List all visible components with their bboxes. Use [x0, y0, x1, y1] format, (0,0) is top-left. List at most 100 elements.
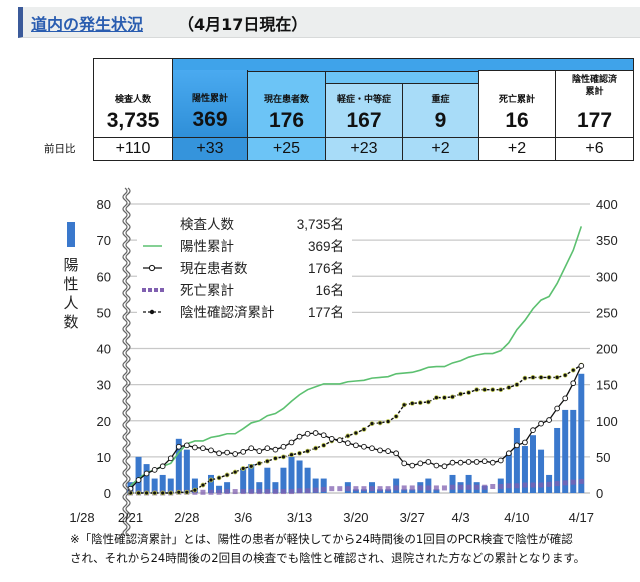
daily-bar [256, 482, 263, 493]
deaths-marker [474, 484, 480, 490]
deaths-marker [570, 479, 576, 485]
deaths-marker [409, 485, 415, 491]
value-deaths: 16 [505, 109, 529, 132]
value-tests: 3,735 [106, 109, 160, 132]
x-tick-label: 3/27 [400, 510, 425, 525]
deaths-marker [482, 484, 488, 490]
y-left-axis-label: 陽性人数 [63, 256, 79, 331]
daily-bar [538, 449, 545, 493]
current-patients-marker [361, 443, 367, 450]
value-mild: 167 [346, 109, 382, 132]
current-patients-marker [473, 459, 480, 465]
recovered-marker [224, 472, 230, 478]
y-right-tick-label: 150 [596, 378, 618, 393]
recovered-marker [570, 367, 576, 373]
current-patients-marker [570, 380, 577, 387]
label-mild: 軽症・中等症 [336, 95, 391, 105]
legend-swatch-recovered-marker [149, 309, 155, 315]
recovered-marker [433, 395, 439, 401]
daily-bar [530, 435, 536, 493]
recovered-marker [417, 400, 423, 406]
deaths-marker [216, 489, 222, 495]
y-left-tick-label: 0 [104, 486, 111, 501]
daily-bar [183, 449, 190, 493]
legend-value: 369名 [308, 239, 344, 254]
deaths-marker [353, 486, 359, 492]
deaths-marker [578, 478, 584, 484]
deaths-marker [369, 486, 375, 492]
legend-value: 3,735名 [297, 217, 344, 232]
diff-deaths: +2 [478, 137, 556, 161]
current-patients-marker [449, 459, 456, 466]
y-left-tick-label: 50 [97, 305, 111, 320]
diff-severe: +2 [402, 137, 479, 161]
current-patients-marker [167, 455, 174, 462]
current-patients-marker [497, 457, 504, 464]
y-right-tick-label: 100 [596, 414, 618, 429]
y-right-tick-label: 0 [596, 486, 603, 501]
deaths-marker [337, 486, 343, 492]
recovered-marker [401, 402, 407, 408]
daily-bar [272, 482, 279, 493]
daily-bar [248, 464, 255, 493]
x-tick-label: 4/10 [504, 510, 529, 525]
deaths-marker [530, 482, 536, 488]
daily-bar [280, 467, 287, 493]
current-patients-marker [159, 463, 166, 470]
recovered-marker [313, 445, 319, 451]
current-patients-marker [143, 470, 150, 477]
deaths-marker [208, 489, 214, 495]
recovered-marker [256, 460, 262, 466]
daily-bar [167, 478, 174, 493]
daily-bar [288, 456, 295, 493]
current-patients-marker [288, 439, 295, 446]
deaths-marker [272, 489, 278, 495]
daily-bar [296, 460, 303, 493]
recovered-marker [554, 374, 560, 380]
legend-background [137, 213, 352, 325]
recovered-marker [409, 401, 415, 406]
bar-legend-swatch [67, 222, 75, 247]
deaths-marker [546, 481, 552, 487]
section-title-link[interactable]: 道内の発生状況 [31, 15, 144, 34]
recovered-marker [240, 466, 246, 471]
daily-bar [554, 427, 561, 493]
legend-swatch-deaths [154, 288, 158, 292]
current-patients-marker [546, 417, 552, 423]
recovered-marker [450, 394, 455, 400]
deaths-marker [401, 485, 407, 491]
x-tick-label: 2/21 [118, 510, 143, 525]
recovered-marker [369, 421, 375, 427]
deaths-marker [490, 483, 496, 489]
deaths-marker [313, 487, 319, 493]
y-right-tick-label: 50 [596, 450, 610, 465]
x-tick-label: 2/28 [174, 510, 199, 525]
value-severe: 9 [434, 109, 447, 132]
recovered-marker [377, 420, 383, 426]
daily-bar [312, 478, 319, 493]
label-deaths: 死亡累計 [498, 95, 535, 105]
daily-bar [570, 409, 577, 493]
cell-severe: 重症 9 [402, 83, 479, 138]
daily-bar [465, 474, 472, 493]
deaths-marker [264, 489, 270, 495]
y-right-tick-label: 200 [596, 342, 618, 357]
recovered-marker [442, 395, 447, 401]
legend-value: 176名 [308, 261, 344, 276]
recovered-marker [264, 458, 270, 464]
label-negative-2: 累計 [585, 87, 604, 97]
row-label-diff: 前日比 [44, 143, 76, 155]
current-patients-marker [377, 447, 383, 454]
current-patients-marker [425, 459, 432, 465]
current-patients-marker [345, 440, 351, 446]
daily-bar [143, 464, 150, 493]
recovered-marker [482, 387, 488, 393]
recovered-marker [136, 490, 141, 496]
recovered-marker [289, 452, 294, 458]
deaths-marker [232, 489, 238, 495]
value-positive: 369 [192, 108, 228, 131]
current-patients-marker [256, 448, 263, 454]
recovered-marker [216, 475, 222, 481]
